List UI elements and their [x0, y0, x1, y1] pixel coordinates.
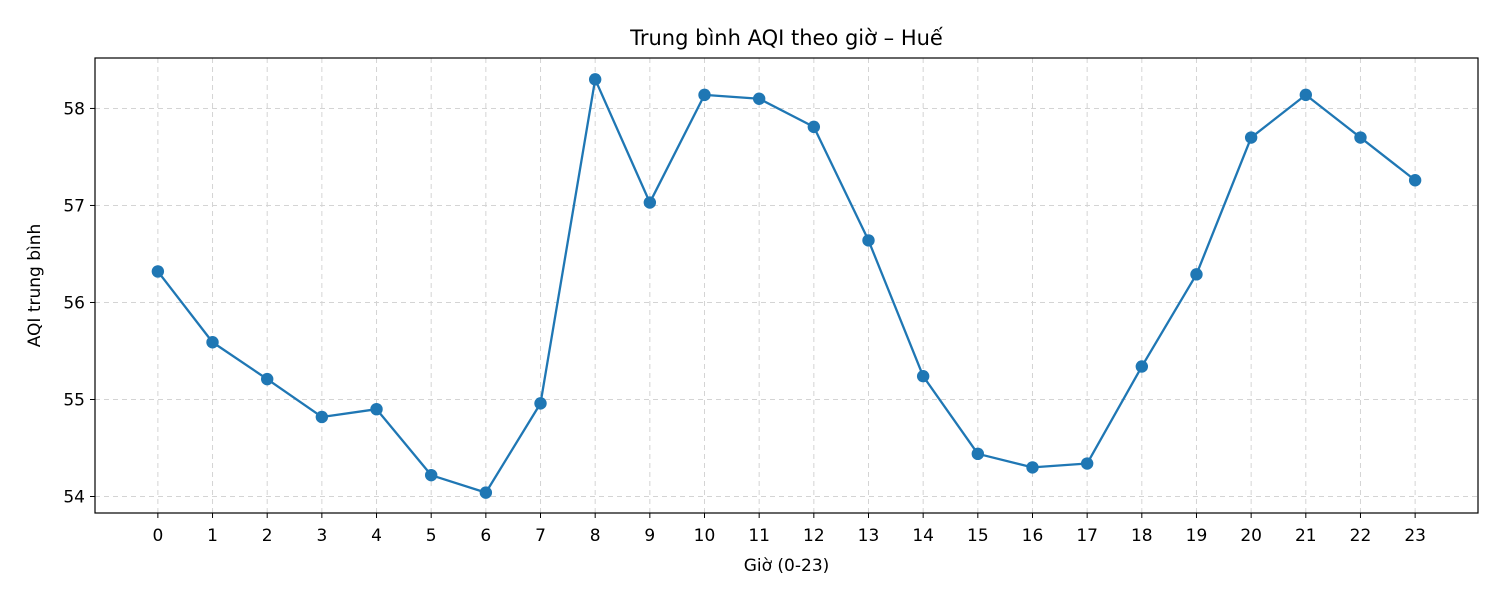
x-tick-label: 10 [694, 526, 716, 546]
y-tick-label: 56 [63, 293, 85, 313]
data-point [1135, 360, 1149, 373]
data-point [1026, 461, 1039, 474]
x-tick-label: 11 [748, 526, 770, 546]
x-tick-label: 22 [1350, 526, 1372, 546]
series-line [156, 78, 1416, 494]
data-point [260, 372, 274, 386]
x-tick-label: 19 [1186, 526, 1208, 546]
x-tick-label: 9 [644, 526, 655, 546]
x-tick-label: 18 [1131, 526, 1153, 546]
series-layer [151, 73, 1422, 499]
x-tick-label: 23 [1404, 526, 1426, 546]
x-tick-label: 15 [967, 526, 989, 546]
x-tick-label: 4 [371, 526, 382, 546]
x-tick-label: 7 [535, 526, 546, 546]
x-tick-label: 12 [803, 526, 825, 546]
x-tick-label: 14 [912, 526, 934, 546]
grid [95, 58, 1478, 513]
ticks: 0 1 2 3 4 5 6 7 8 9 10 11 12 13 14 15 16 17 18 19 20 21 22 2354… [63, 99, 1426, 546]
x-tick-label: 21 [1295, 526, 1317, 546]
data-point [1299, 88, 1313, 102]
axes-frame [94, 57, 1479, 514]
y-tick-label: 58 [63, 99, 85, 119]
data-point [971, 447, 985, 461]
y-tick-label: 57 [63, 196, 85, 216]
data-point [588, 73, 602, 86]
x-tick-label: 17 [1076, 526, 1098, 546]
x-tick-label: 1 [207, 526, 218, 546]
data-point [1080, 457, 1094, 470]
data-point [206, 336, 219, 349]
x-tick-label: 2 [262, 526, 273, 546]
x-axis-label: Giờ (0-23) [744, 556, 830, 576]
data-point [1190, 268, 1203, 281]
data-point [1354, 131, 1367, 144]
x-tick-label: 6 [480, 526, 491, 546]
data-point [807, 120, 821, 134]
x-tick-label: 16 [1022, 526, 1044, 546]
chart-title: Trung bình AQI theo giờ – Huế [629, 26, 943, 50]
data-point [643, 196, 657, 209]
data-point [315, 410, 329, 424]
y-axis-label: AQI trung bình [25, 224, 45, 348]
data-point [862, 234, 875, 247]
y-tick-label: 55 [63, 390, 85, 410]
x-tick-label: 3 [316, 526, 327, 546]
data-point [916, 370, 930, 383]
x-tick-label: 20 [1240, 526, 1262, 546]
data-point [752, 92, 766, 105]
data-point [479, 486, 493, 499]
x-tick-label: 5 [426, 526, 437, 546]
data-point [698, 88, 711, 102]
y-tick-label: 54 [63, 488, 85, 508]
data-point [534, 397, 547, 410]
data-point [370, 402, 383, 416]
x-tick-label: 0 [152, 526, 163, 546]
data-point [1408, 174, 1422, 187]
data-point [1244, 131, 1258, 144]
x-tick-label: 8 [590, 526, 601, 546]
data-point [151, 265, 165, 278]
x-tick-label: 13 [858, 526, 880, 546]
data-point [424, 468, 438, 482]
